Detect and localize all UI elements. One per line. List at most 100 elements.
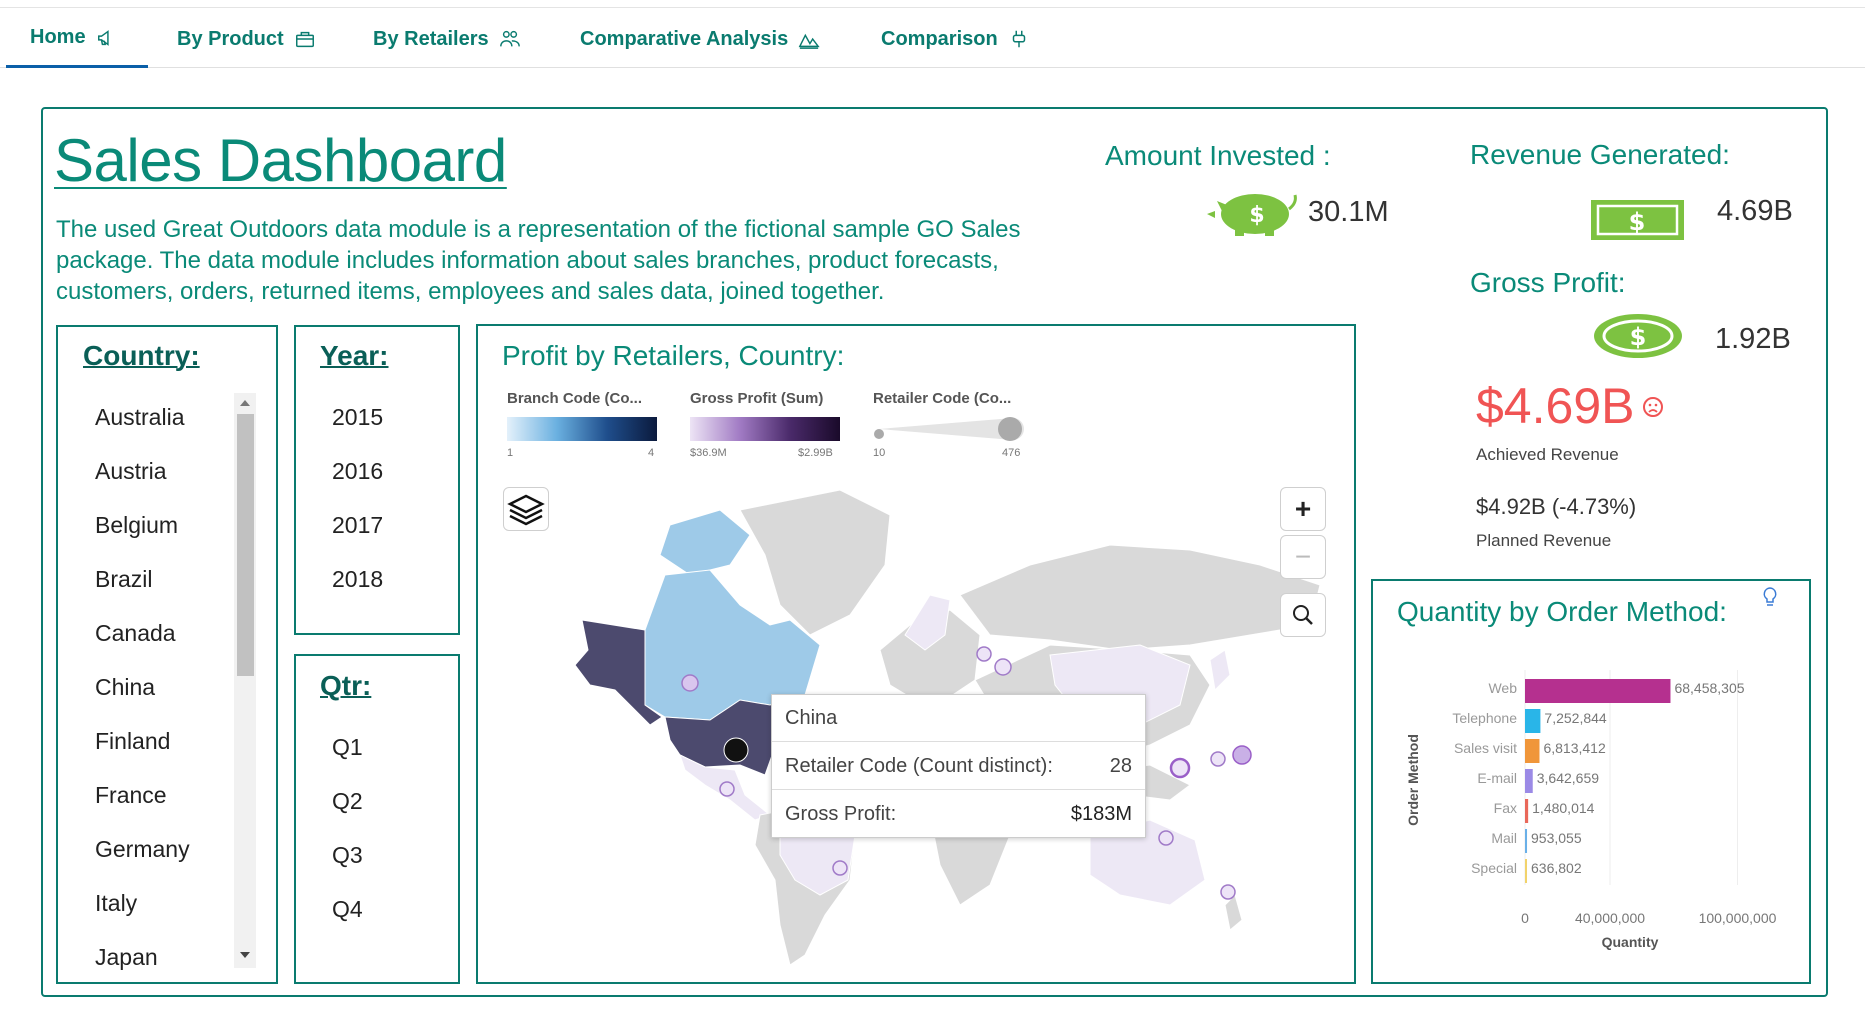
piggy-bank-icon: $ xyxy=(1207,194,1297,236)
bar[interactable] xyxy=(1525,799,1529,823)
bar-value-label: 3,642,659 xyxy=(1537,770,1599,786)
sad-face-icon xyxy=(1643,397,1663,417)
tooltip-separator xyxy=(772,741,1145,742)
year-option[interactable]: 2018 xyxy=(332,566,384,592)
tab-by-product[interactable]: By Product xyxy=(177,10,316,68)
tooltip-profit-label: Gross Profit: xyxy=(785,802,897,825)
briefcase-icon xyxy=(295,31,314,48)
legend-retailer-code-label: Retailer Code (Co... xyxy=(873,390,1012,407)
australia-shape xyxy=(1089,819,1206,906)
country-scrollbar-thumb[interactable] xyxy=(237,414,254,676)
bubble-mexico xyxy=(719,781,735,797)
tooltip-country: China xyxy=(785,706,838,729)
bar[interactable] xyxy=(1525,769,1533,793)
legend-branch-code-gradient xyxy=(507,417,657,441)
x-axis-label: Quantity xyxy=(1602,934,1659,950)
achieved-revenue-label: Achieved Revenue xyxy=(1476,445,1619,464)
bar-value-label: 7,252,844 xyxy=(1544,710,1606,726)
legend-retailer-code-max: 476 xyxy=(1002,447,1021,459)
window-top-strip xyxy=(0,0,1865,8)
tab-home-label: Home xyxy=(30,26,86,48)
nav-tabs: Home By Product By Retailers Comparative… xyxy=(0,10,1865,68)
year-option[interactable]: 2015 xyxy=(332,404,384,430)
qtr-filter-title: Qtr: xyxy=(320,670,372,701)
quantity-chart-title: Quantity by Order Method: xyxy=(1397,596,1727,627)
tab-comparison-label: Comparison xyxy=(881,27,998,50)
bubble-japan xyxy=(1232,745,1252,765)
svg-text:$: $ xyxy=(1630,323,1647,351)
bubble-canada xyxy=(681,674,699,692)
tab-comparison[interactable]: Comparison xyxy=(881,10,1030,68)
country-option[interactable]: Japan xyxy=(95,944,158,970)
amount-invested-label: Amount Invested : xyxy=(1105,140,1331,171)
gross-profit-value: 1.92B xyxy=(1715,323,1791,355)
x-tick-label: 100,000,000 xyxy=(1699,910,1777,926)
bar[interactable] xyxy=(1525,829,1528,853)
country-option[interactable]: Finland xyxy=(95,728,171,754)
legend-gross-profit-label: Gross Profit (Sum) xyxy=(690,390,824,407)
amount-invested-value: 30.1M xyxy=(1308,196,1389,228)
category-label: Telephone xyxy=(1452,710,1517,726)
svg-text:$: $ xyxy=(1629,208,1646,236)
bubble-sweden xyxy=(994,658,1012,676)
category-label: Fax xyxy=(1494,800,1517,816)
tab-home[interactable]: Home xyxy=(6,10,148,68)
quarter-option[interactable]: Q4 xyxy=(332,896,363,922)
category-label: E-mail xyxy=(1477,770,1517,786)
country-option[interactable]: Canada xyxy=(95,620,176,646)
tab-comparative-analysis[interactable]: Comparative Analysis xyxy=(580,10,820,68)
country-option[interactable]: Belgium xyxy=(95,512,179,538)
map-zoom-out-button[interactable]: − xyxy=(1280,535,1326,579)
map-layers-button[interactable] xyxy=(503,487,549,531)
megaphone-icon xyxy=(97,29,109,46)
mountains-icon xyxy=(798,33,820,49)
search-icon xyxy=(1293,605,1313,625)
scandinavia-shape xyxy=(904,594,951,651)
legend-gross-profit-min: $36.9M xyxy=(690,447,727,459)
category-label: Sales visit xyxy=(1454,740,1517,756)
country-option[interactable]: Brazil xyxy=(95,566,153,592)
country-option[interactable]: France xyxy=(95,782,167,808)
country-option[interactable]: Italy xyxy=(95,890,138,916)
scroll-up-arrow-icon[interactable] xyxy=(238,398,252,408)
planned-revenue-label: Planned Revenue xyxy=(1476,531,1612,550)
bubble-korea xyxy=(1210,751,1226,767)
country-option[interactable]: Australia xyxy=(95,404,185,430)
tab-by-retailers[interactable]: By Retailers xyxy=(373,10,521,68)
scroll-down-arrow-icon[interactable] xyxy=(238,950,252,960)
category-label: Special xyxy=(1471,860,1517,876)
page-description: The used Great Outdoors data module is a… xyxy=(56,216,1021,305)
legend-retailer-code-min: 10 xyxy=(873,447,886,459)
bar-value-label: 636,802 xyxy=(1531,860,1582,876)
country-option[interactable]: China xyxy=(95,674,156,700)
bubble-brazil xyxy=(832,860,848,876)
country-option[interactable]: Austria xyxy=(95,458,167,484)
qtr-filter-panel xyxy=(294,654,460,984)
quarter-option[interactable]: Q3 xyxy=(332,842,363,868)
page-title: Sales Dashboard xyxy=(54,127,507,194)
legend-retailer-code-size-scale xyxy=(874,417,1024,441)
year-option[interactable]: 2017 xyxy=(332,512,384,538)
planned-revenue-value: $4.92B (-4.73%) xyxy=(1476,494,1637,519)
tooltip-retailer-value: 28 xyxy=(1109,754,1132,777)
bar[interactable] xyxy=(1525,709,1541,733)
map-zoom-in-button[interactable]: + xyxy=(1280,487,1326,531)
people-icon xyxy=(499,30,520,47)
map-search-button[interactable] xyxy=(1280,593,1326,637)
dashboard-frame xyxy=(41,107,1828,997)
bubble-australia xyxy=(1220,884,1236,900)
country-option[interactable]: Germany xyxy=(95,836,190,862)
map-title: Profit by Retailers, Country: xyxy=(502,340,845,371)
bar[interactable] xyxy=(1525,739,1540,763)
russia-shape xyxy=(959,544,1321,651)
lightbulb-icon[interactable] xyxy=(1762,586,1778,608)
tooltip-separator xyxy=(772,789,1145,790)
category-label: Mail xyxy=(1491,830,1517,846)
quarter-option[interactable]: Q1 xyxy=(332,734,363,760)
bar-value-label: 1,480,014 xyxy=(1532,800,1594,816)
quarter-option[interactable]: Q2 xyxy=(332,788,363,814)
y-axis-label: Order Method xyxy=(1405,734,1421,826)
bar[interactable] xyxy=(1525,679,1671,703)
year-option[interactable]: 2016 xyxy=(332,458,384,484)
bar[interactable] xyxy=(1525,859,1527,883)
